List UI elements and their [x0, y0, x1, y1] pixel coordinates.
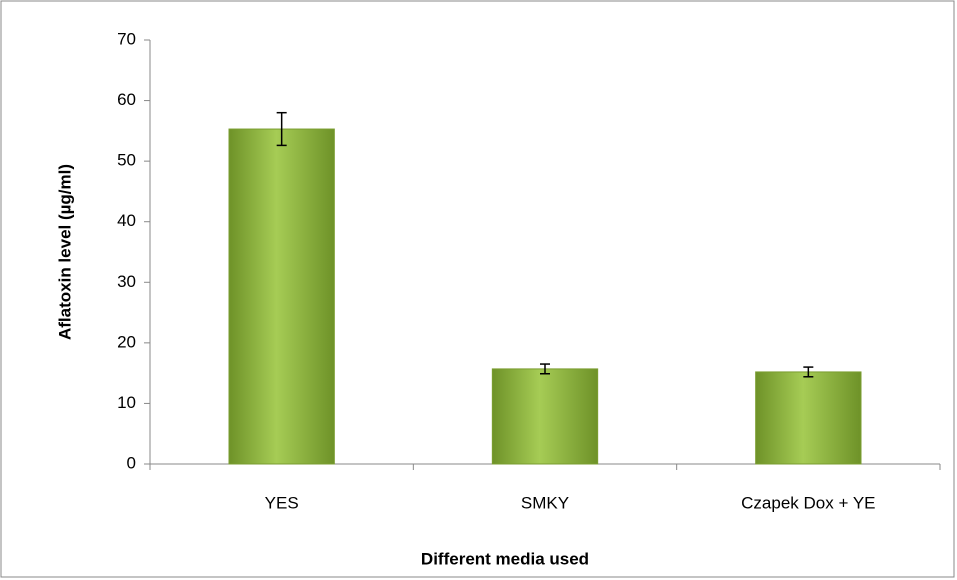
- x-axis-title: Different media used: [421, 549, 589, 568]
- bar: [491, 368, 599, 465]
- x-tick-label: YES: [265, 493, 299, 512]
- y-axis-title: Aflatoxin level (µg/ml): [55, 164, 74, 340]
- y-tick-label: 10: [117, 393, 136, 412]
- y-tick-label: 60: [117, 90, 136, 109]
- x-tick-label: Czapek Dox + YE: [741, 493, 875, 512]
- y-tick-label: 40: [117, 211, 136, 230]
- y-tick-label: 0: [127, 453, 136, 472]
- x-tick-label: SMKY: [521, 493, 569, 512]
- y-tick-label: 70: [117, 29, 136, 48]
- y-tick-label: 20: [117, 332, 136, 351]
- y-tick-label: 30: [117, 272, 136, 291]
- bar: [228, 128, 335, 465]
- y-tick-label: 50: [117, 151, 136, 170]
- bar: [755, 371, 862, 465]
